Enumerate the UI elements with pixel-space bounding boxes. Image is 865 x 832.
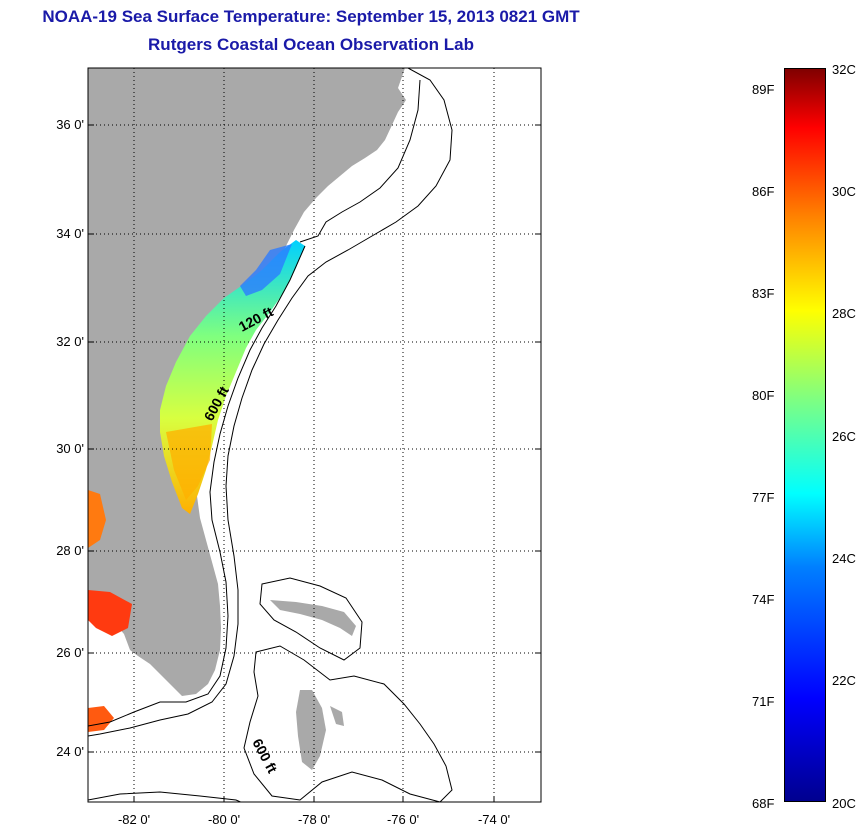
land-southeast-us bbox=[88, 68, 406, 696]
colorbar-celsius-label: 26C bbox=[832, 429, 856, 444]
map-subtitle: Rutgers Coastal Ocean Observation Lab bbox=[148, 35, 474, 54]
colorbar-fahrenheit-label: 80F bbox=[752, 388, 775, 403]
colorbar-fahrenheit-label: 74F bbox=[752, 592, 775, 607]
sst-cool-patch bbox=[240, 244, 292, 296]
colorbar-celsius-label: 24C bbox=[832, 551, 856, 566]
contour-label-600ft-south: 600 ft bbox=[249, 736, 280, 776]
colorbar-fahrenheit-label: 86F bbox=[752, 184, 775, 199]
lon-tick-label: -76 0' bbox=[386, 812, 420, 827]
lat-tick-label: 34 0' bbox=[56, 226, 84, 241]
temperature-colorbar bbox=[784, 68, 826, 802]
contour-120ft bbox=[88, 79, 421, 727]
lat-tick-label: 24 0' bbox=[56, 744, 84, 759]
sst-keys-warm bbox=[88, 706, 114, 732]
colorbar-fahrenheit-label: 68F bbox=[752, 796, 775, 811]
contour-bahamas-bank bbox=[243, 577, 453, 802]
sst-gulf-warm-south bbox=[88, 590, 132, 636]
lon-tick-label: -74 0' bbox=[477, 812, 511, 827]
colorbar-celsius-label: 28C bbox=[832, 306, 856, 321]
colorbar-celsius-label: 22C bbox=[832, 673, 856, 688]
lon-tick-label: -82 0' bbox=[117, 812, 151, 827]
sst-gulf-warm bbox=[88, 490, 106, 548]
colorbar-celsius-label: 20C bbox=[832, 796, 856, 811]
land-grand-bahama bbox=[270, 600, 356, 636]
tick-marks bbox=[88, 124, 541, 802]
land-andros bbox=[296, 690, 326, 770]
colorbar-fahrenheit-label: 71F bbox=[752, 694, 775, 709]
lat-tick-label: 32 0' bbox=[56, 334, 84, 349]
colorbar-celsius-label: 32C bbox=[832, 62, 856, 77]
lat-tick-label: 26 0' bbox=[56, 645, 84, 660]
contour-cuba bbox=[88, 791, 242, 802]
lat-tick-label: 28 0' bbox=[56, 543, 84, 558]
colorbar-fahrenheit-label: 89F bbox=[752, 82, 775, 97]
map-title: NOAA-19 Sea Surface Temperature: Septemb… bbox=[42, 7, 580, 26]
colorbar-fahrenheit-label: 77F bbox=[752, 490, 775, 505]
land-eleuthera bbox=[330, 706, 344, 726]
lon-tick-label: -78 0' bbox=[297, 812, 331, 827]
lon-tick-label: -80 0' bbox=[207, 812, 241, 827]
colorbar-fahrenheit-label: 83F bbox=[752, 286, 775, 301]
sst-warm-patch bbox=[166, 424, 212, 500]
colorbar-celsius-label: 30C bbox=[832, 184, 856, 199]
contour-600ft bbox=[88, 68, 453, 737]
lat-tick-label: 30 0' bbox=[56, 441, 84, 456]
lat-tick-label: 36 0' bbox=[56, 117, 84, 132]
